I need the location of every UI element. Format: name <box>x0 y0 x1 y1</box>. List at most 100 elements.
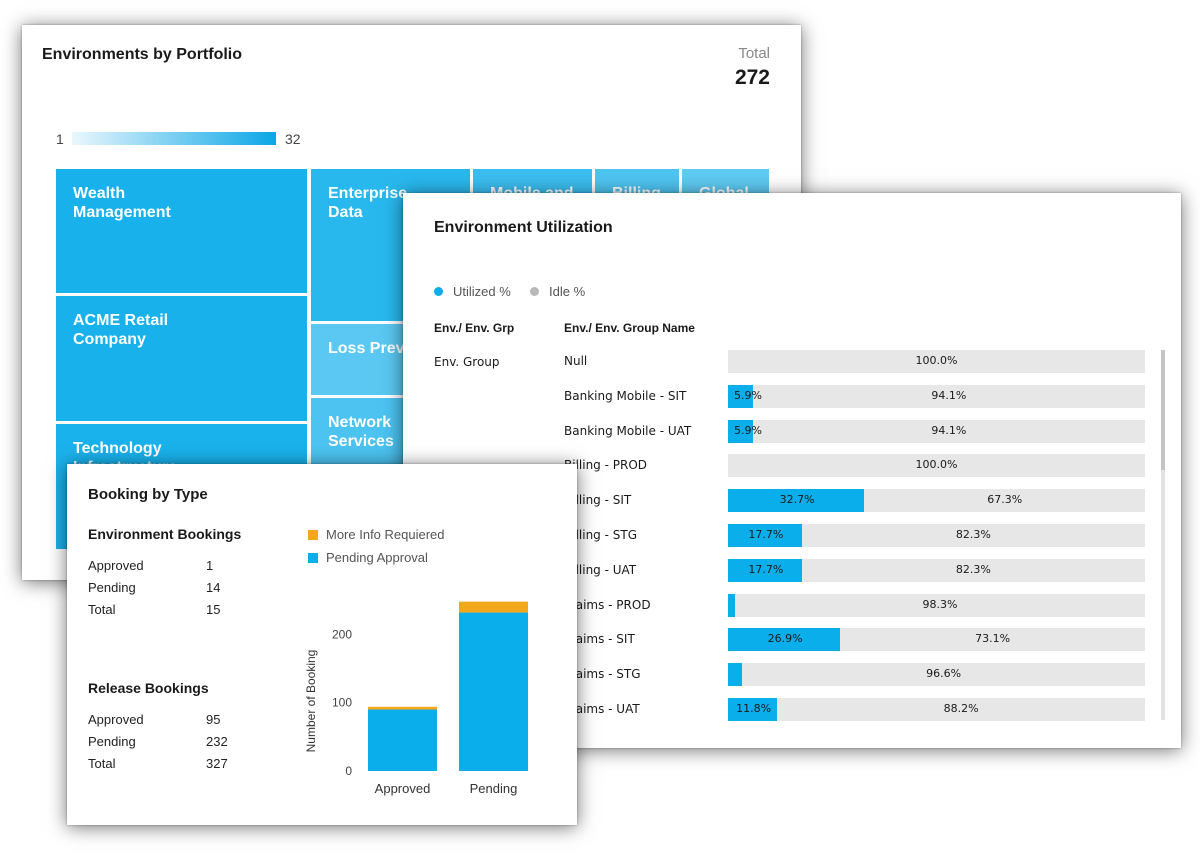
idle-value: 82.3% <box>955 528 991 541</box>
column-header-group: Env./ Env. Grp <box>434 321 515 335</box>
row-name-claims-stg: Claims - STG <box>564 667 641 681</box>
total-value: 272 <box>734 66 770 89</box>
utilization-card: Environment Utilization Utilized % Idle … <box>403 193 1181 748</box>
more-info-swatch-icon <box>308 530 318 540</box>
rel-pending-label: Pending <box>88 734 136 749</box>
color-scale-min: 1 <box>56 131 64 147</box>
bar-pending-more-info-requiered[interactable] <box>459 601 528 613</box>
utilization-bar-billing-uat[interactable]: 17.7% 82.3% <box>728 559 1145 582</box>
release-bookings-title: Release Bookings <box>88 680 209 696</box>
utilized-segment[interactable] <box>728 559 802 582</box>
pending-approval-swatch-icon <box>308 553 318 563</box>
booking-card: Booking by Type Environment Bookings App… <box>67 464 577 825</box>
bar-approved-pending-approval[interactable] <box>368 709 437 771</box>
utilization-bar-billing-stg[interactable]: 17.7% 82.3% <box>728 524 1145 547</box>
legend-idle[interactable]: Idle % <box>530 284 585 299</box>
idle-value: 67.3% <box>987 493 1023 506</box>
utilization-bar-billing-prod[interactable]: 100.0% <box>728 454 1145 477</box>
rel-approved-value: 95 <box>206 712 221 727</box>
color-scale-gradient <box>72 132 276 145</box>
utilization-bar-claims-sit[interactable]: 26.9% 73.1% <box>728 628 1145 651</box>
utilized-segment[interactable] <box>728 385 753 408</box>
utilization-bar-billing-sit[interactable]: 32.7% 67.3% <box>728 489 1145 512</box>
idle-value: 94.1% <box>931 424 967 437</box>
env-approved-label: Approved <box>88 558 144 573</box>
total-label: Total <box>738 45 770 62</box>
y-tick-200: 200 <box>332 627 352 641</box>
row-name-banking-mobile-uat: Banking Mobile - UAT <box>564 424 692 438</box>
idle-value: 73.1% <box>975 632 1011 645</box>
y-tick-100: 100 <box>332 696 352 710</box>
legend-idle-label: Idle % <box>549 284 586 299</box>
legend-more-info[interactable]: More Info Requiered <box>308 527 445 542</box>
portfolio-title: Environments by Portfolio <box>42 46 243 63</box>
idle-value: 82.3% <box>955 563 991 576</box>
scrollbar-thumb[interactable] <box>1161 350 1165 470</box>
utilized-value: 26.9% <box>767 632 803 645</box>
utilization-title: Environment Utilization <box>434 219 613 236</box>
idle-value: 98.3% <box>922 598 958 611</box>
row-name-banking-mobile-sit: Banking Mobile - SIT <box>564 389 687 403</box>
booking-bar-chart: Number of Booking 0 100 200 Approved Pending <box>304 601 528 796</box>
utilized-dot-icon <box>434 287 443 296</box>
legend-utilized[interactable]: Utilized % <box>434 284 511 299</box>
env-pending-value: 14 <box>206 580 221 595</box>
utilized-segment[interactable] <box>728 663 743 686</box>
y-tick-0: 0 <box>345 764 352 778</box>
utilized-value: 17.7% <box>748 528 784 541</box>
scrollbar[interactable] <box>1161 350 1165 720</box>
color-scale-max: 32 <box>285 131 301 147</box>
environment-bookings-title: Environment Bookings <box>88 526 242 542</box>
utilization-bar-claims-uat[interactable]: 11.8% 88.2% <box>728 698 1145 721</box>
row-name-claims-uat: Claims - UAT <box>564 702 640 716</box>
idle-value: 88.2% <box>943 702 979 715</box>
utilization-bar-null[interactable]: 100.0% <box>728 350 1145 373</box>
row-name-null: Null <box>564 354 588 368</box>
utilized-value: 11.8% <box>736 702 772 715</box>
rel-total-value: 327 <box>206 756 228 771</box>
utilized-value: 17.7% <box>748 563 784 576</box>
utilization-bar-banking-mobile-uat[interactable]: 5.9% 94.1% <box>728 420 1145 443</box>
row-name-billing-prod: Billing - PROD <box>564 458 648 472</box>
idle-value: 96.6% <box>926 667 962 680</box>
utilized-value: 5.9% <box>734 389 762 402</box>
utilization-bar-claims-prod[interactable]: 98.3% <box>728 594 1145 617</box>
utilization-bar-claims-stg[interactable]: 96.6% <box>728 663 1145 686</box>
rel-pending-value: 232 <box>206 734 228 749</box>
x-tick-approved: Approved <box>375 781 431 796</box>
treemap-tile-wealth-management[interactable]: Wealth Management <box>56 169 307 293</box>
x-tick-pending: Pending <box>470 781 518 796</box>
utilization-bar-banking-mobile-sit[interactable]: 5.9% 94.1% <box>728 385 1145 408</box>
env-pending-label: Pending <box>88 580 136 595</box>
utilized-segment[interactable] <box>728 524 802 547</box>
treemap-tile-acme-retail[interactable]: ACME Retail Company <box>56 296 307 421</box>
row-name-claims-prod: Claims - PROD <box>564 598 651 612</box>
bar-approved-more-info-requiered[interactable] <box>368 706 437 710</box>
legend-pending-approval[interactable]: Pending Approval <box>308 550 428 565</box>
utilized-value: 32.7% <box>779 493 815 506</box>
idle-value: 100.0% <box>915 354 958 367</box>
row-name-claims-sit: Claims - SIT <box>564 632 635 646</box>
utilized-value: 5.9% <box>734 424 762 437</box>
env-approved-value: 1 <box>206 558 214 573</box>
legend-utilized-label: Utilized % <box>453 284 511 299</box>
idle-value: 100.0% <box>915 458 958 471</box>
rel-approved-label: Approved <box>88 712 144 727</box>
column-header-name: Env./ Env. Group Name <box>564 321 695 335</box>
row-name-billing-sit: Billing - SIT <box>564 493 632 507</box>
utilized-segment[interactable] <box>728 420 753 443</box>
utilized-segment[interactable] <box>728 489 865 512</box>
booking-title: Booking by Type <box>88 486 208 503</box>
utilized-segment[interactable] <box>728 594 736 617</box>
legend-more-info-label: More Info Requiered <box>326 527 445 542</box>
utilized-segment[interactable] <box>728 698 778 721</box>
bar-pending-pending-approval[interactable] <box>459 612 528 771</box>
env-total-value: 15 <box>206 602 221 617</box>
idle-value: 94.1% <box>931 389 967 402</box>
idle-dot-icon <box>530 287 539 296</box>
legend-pending-approval-label: Pending Approval <box>326 550 428 565</box>
env-total-label: Total <box>88 602 116 617</box>
group-label: Env. Group <box>434 355 500 369</box>
utilized-segment[interactable] <box>728 628 841 651</box>
rel-total-label: Total <box>88 756 116 771</box>
